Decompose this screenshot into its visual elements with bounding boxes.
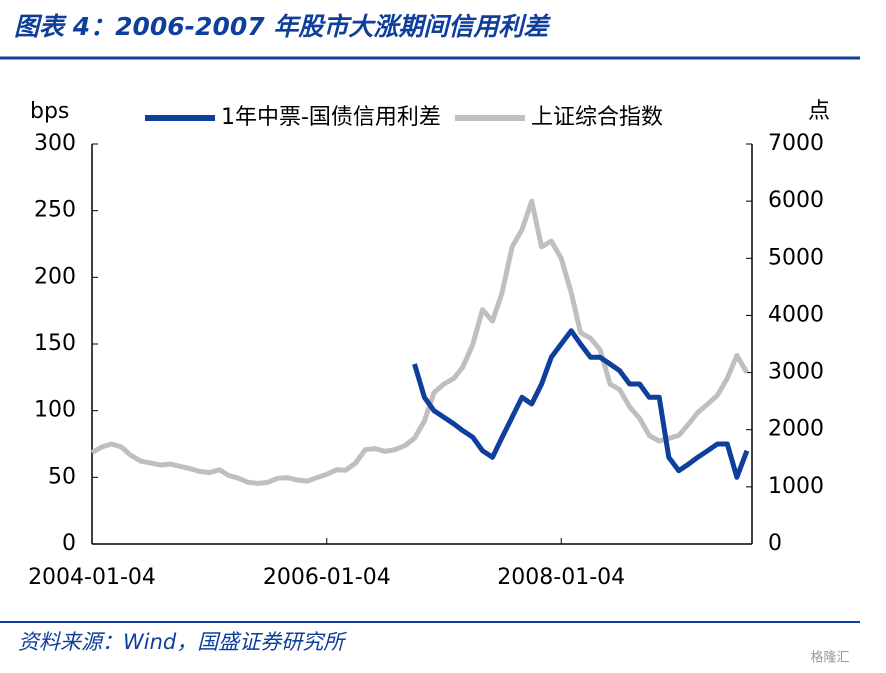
series-line: [90, 198, 750, 486]
y2-tick-label: 7000: [768, 131, 824, 156]
legend-label: 1年中票-国债信用利差: [221, 105, 441, 130]
y-tick-label: 200: [34, 264, 76, 289]
x-tick-label: 2006-01-04: [263, 565, 391, 590]
y-tick-label: 300: [34, 131, 76, 156]
y2-tick-label: 5000: [768, 245, 824, 270]
legend-label: 上证综合指数: [531, 105, 663, 130]
y2-tick-label: 2000: [768, 417, 824, 442]
y2-tick-label: 6000: [768, 188, 824, 213]
x-tick-label: 2004-01-04: [28, 565, 156, 590]
y-axis-label: bps: [30, 99, 69, 124]
y2-tick-label: 3000: [768, 360, 824, 385]
y2-tick-label: 1000: [768, 474, 824, 499]
y-tick-label: 50: [48, 464, 76, 489]
y2-tick-label: 4000: [768, 302, 824, 327]
y2-tick-label: 0: [768, 531, 782, 556]
series-line: [412, 328, 750, 480]
y-tick-label: 100: [34, 398, 76, 423]
chart-title: 图表 4：2006-2007 年股市大涨期间信用利差: [14, 12, 551, 41]
y-tick-label: 150: [34, 331, 76, 356]
y-tick-label: 0: [62, 531, 76, 556]
watermark: 格隆汇: [810, 650, 849, 666]
y2-axis-label: 点: [808, 99, 830, 124]
x-tick-label: 2008-01-04: [497, 565, 625, 590]
y-tick-label: 250: [34, 198, 76, 223]
source: 资料来源：Wind，国盛证券研究所: [18, 630, 347, 654]
